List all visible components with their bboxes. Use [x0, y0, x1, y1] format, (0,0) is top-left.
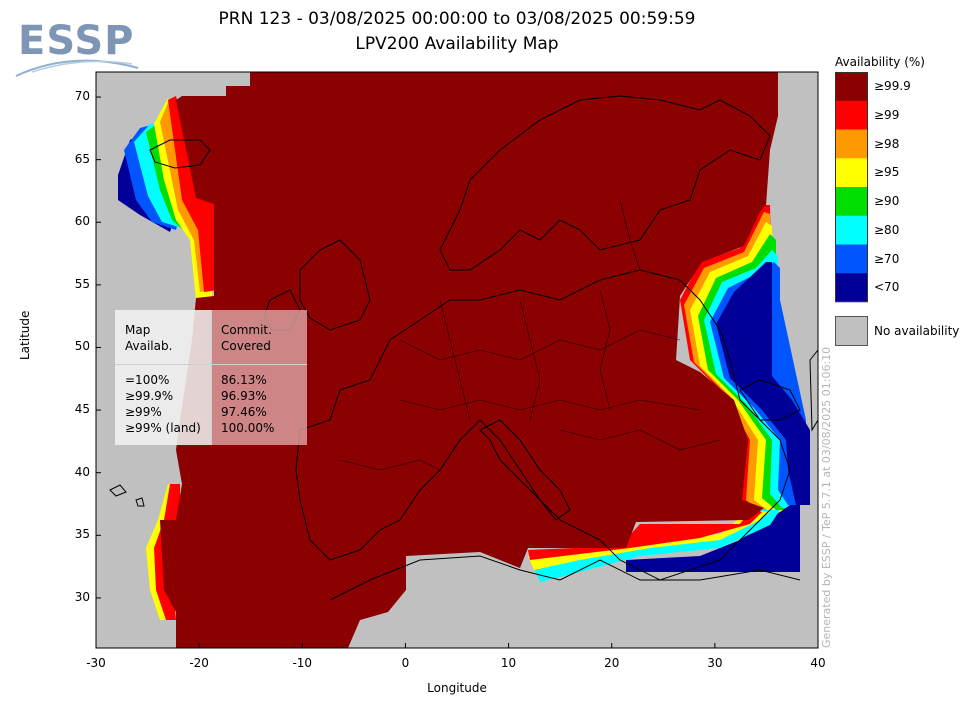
stats-header-right-line2: Covered	[221, 339, 271, 353]
legend-item-label: ≥98	[874, 136, 900, 151]
y-tick-label: 70	[74, 89, 90, 104]
x-tick-label: 30	[707, 656, 723, 670]
legend-item-label: ≥95	[874, 165, 900, 180]
legend-swatch	[835, 273, 868, 303]
south-edge-bands	[626, 505, 800, 572]
logo-text: ESSP	[18, 18, 135, 64]
legend-item-label: ≥90	[874, 194, 900, 208]
x-tick-label: 0	[401, 656, 410, 670]
stats-row-label: ≥99% (land)	[125, 421, 201, 435]
tick-marks	[95, 96, 819, 648]
stats-row-label: =100%	[125, 373, 170, 387]
legend-swatch	[835, 72, 868, 101]
y-tick-label: 65	[74, 151, 90, 166]
west-edge-band-red	[168, 96, 218, 292]
south-edge-band-red	[528, 508, 762, 560]
stats-row-label: ≥99%	[125, 405, 162, 419]
y-tick-label: 45	[74, 402, 90, 417]
legend-swatch	[835, 158, 868, 188]
y-tick-label: 60	[74, 214, 90, 229]
legend-item-label: ≥80	[874, 222, 900, 237]
stats-divider-vertical	[211, 310, 212, 445]
stats-row-value: 86.13%	[221, 373, 267, 387]
y-tick-label: 55	[74, 276, 90, 291]
legend-colorbar	[835, 72, 868, 303]
east-edge-band-blue-dark	[716, 262, 810, 505]
legend-item-label: ≥99	[874, 107, 900, 122]
coastline-black-sea	[739, 379, 801, 421]
x-tick-label: 10	[500, 656, 517, 670]
x-tick-label: 20	[604, 656, 620, 670]
no-availability-swatch	[835, 316, 868, 346]
x-tick-label: -20	[189, 656, 209, 670]
stats-header-left: Map Availab.	[115, 310, 211, 364]
stats-divider-horizontal	[115, 364, 307, 365]
y-tick-label: 30	[74, 589, 90, 604]
x-tick-label: -30	[86, 656, 106, 670]
coastline-italy	[479, 419, 571, 521]
legend-swatch	[835, 244, 868, 274]
legend-item-label: ≥99.9	[874, 79, 911, 93]
legend-swatch	[835, 187, 868, 216]
stats-row-label: ≥99.9%	[125, 389, 174, 403]
coastline-iceland	[149, 139, 211, 169]
stats-row-value: 96.93%	[221, 389, 267, 403]
stats-row-value: 97.46%	[221, 405, 267, 419]
y-tick-label: 40	[74, 464, 90, 479]
country-borders	[339, 199, 721, 471]
coastline-caspian	[809, 349, 818, 432]
legend-item-label: ≥70	[874, 251, 900, 266]
essp-logo: ESSP	[12, 10, 142, 80]
coastline-british-isles	[299, 239, 371, 331]
south-edge-band-yellow	[528, 510, 770, 570]
coastline-scandinavia	[439, 95, 771, 271]
stats-header-left-line1: Map	[125, 323, 151, 337]
coastline-north-africa	[329, 555, 801, 601]
coastline-canary-islands	[109, 484, 145, 507]
x-tick-label: 40	[810, 656, 826, 670]
stats-header-right: Commit. Covered	[211, 310, 307, 364]
generated-by-credit: Generated by ESSP / TeP 5.7.1 at 03/08/2…	[820, 346, 833, 648]
legend-title: Availability (%)	[835, 55, 925, 69]
stats-table: Map Availab. Commit. Covered =100% ≥99.9…	[115, 310, 307, 445]
stats-labels: =100% ≥99.9% ≥99% ≥99% (land)	[115, 364, 211, 445]
stats-header-right-line1: Commit.	[221, 323, 272, 337]
legend-swatch	[835, 129, 868, 159]
stats-values: 86.13% 96.93% 97.46% 100.00%	[211, 364, 307, 445]
legend-swatch	[835, 215, 868, 245]
logo-swoosh-icon	[15, 59, 139, 77]
map-title-line2: LPV200 Availability Map	[355, 34, 559, 54]
coastline-continent	[295, 269, 791, 581]
y-tick-label: 35	[74, 527, 90, 542]
high-availability-region	[160, 72, 778, 648]
legend-swatch	[835, 100, 868, 130]
map-title-line1: PRN 123 - 03/08/2025 00:00:00 to 03/08/2…	[218, 9, 696, 29]
plot-frame	[95, 71, 819, 649]
no-availability-label: No availability	[874, 324, 960, 338]
legend-item-label: <70	[874, 280, 900, 295]
y-axis-title: Latitude	[18, 310, 32, 360]
stats-header-left-line2: Availab.	[125, 339, 173, 353]
x-tick-label: -10	[292, 656, 313, 670]
y-tick-label: 50	[74, 339, 90, 354]
x-axis-title: Longitude	[427, 681, 487, 695]
stats-row-value: 100.00%	[221, 421, 275, 435]
coastlines	[109, 95, 818, 601]
